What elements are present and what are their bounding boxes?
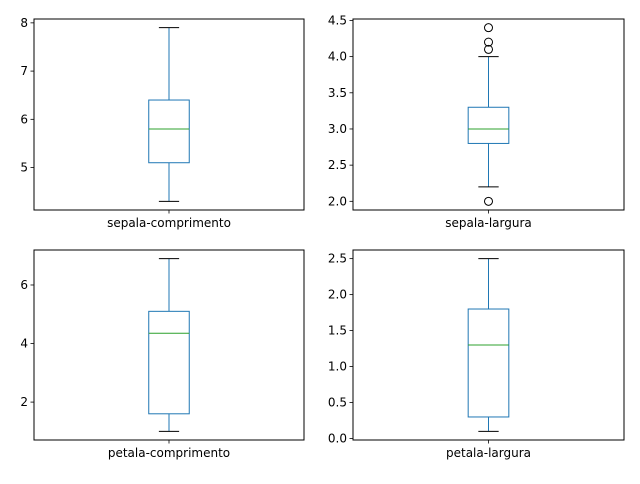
x-tick-label: sepala-comprimento — [107, 216, 231, 230]
y-tick-label: 0.0 — [328, 432, 347, 446]
x-tick-label: petala-comprimento — [108, 446, 230, 460]
x-tick-label: sepala-largura — [445, 216, 532, 230]
y-tick-label: 2.5 — [328, 252, 347, 266]
y-tick-label: 0.5 — [328, 396, 347, 410]
y-tick-label: 5 — [20, 161, 28, 175]
y-tick-label: 2 — [20, 395, 28, 409]
y-tick-label: 8 — [20, 16, 28, 30]
y-tick-label: 1.0 — [328, 360, 347, 374]
y-tick-label: 6 — [20, 278, 28, 292]
subplot-petala-comprimento: 2 4 6 petala-comprimento — [20, 249, 305, 460]
subplot-sepala-comprimento: 5 6 7 8 sepala-comprimento — [20, 16, 305, 230]
iqr-box — [467, 106, 510, 144]
y-tick-label: 4 — [20, 337, 28, 351]
iqr-box — [148, 99, 190, 164]
y-tick-label: 7 — [20, 64, 28, 78]
subplot-sepala-largura: 2.0 2.5 3.0 3.5 4.0 4.5 sepala-largura — [328, 13, 625, 230]
y-tick-label: 2.0 — [328, 194, 347, 208]
y-tick-label: 2.5 — [328, 158, 347, 172]
outlier-point — [484, 196, 493, 206]
outlier-point — [484, 37, 493, 47]
y-tick-label: 3.5 — [328, 86, 347, 100]
iqr-box — [148, 310, 190, 415]
y-tick-label: 4.5 — [328, 13, 347, 27]
y-tick-label: 2.0 — [328, 288, 347, 302]
outlier-point — [484, 23, 493, 33]
y-tick-label: 6 — [20, 112, 28, 126]
y-tick-label: 1.5 — [328, 324, 347, 338]
x-tick-label: petala-largura — [446, 446, 531, 460]
y-tick-label: 3.0 — [328, 122, 347, 136]
y-tick-label: 4.0 — [328, 50, 347, 64]
iqr-box — [467, 308, 510, 418]
outlier-point — [484, 44, 493, 54]
subplot-petala-largura: 0.0 0.5 1.0 1.5 2.0 2.5 petala-largura — [328, 249, 625, 460]
